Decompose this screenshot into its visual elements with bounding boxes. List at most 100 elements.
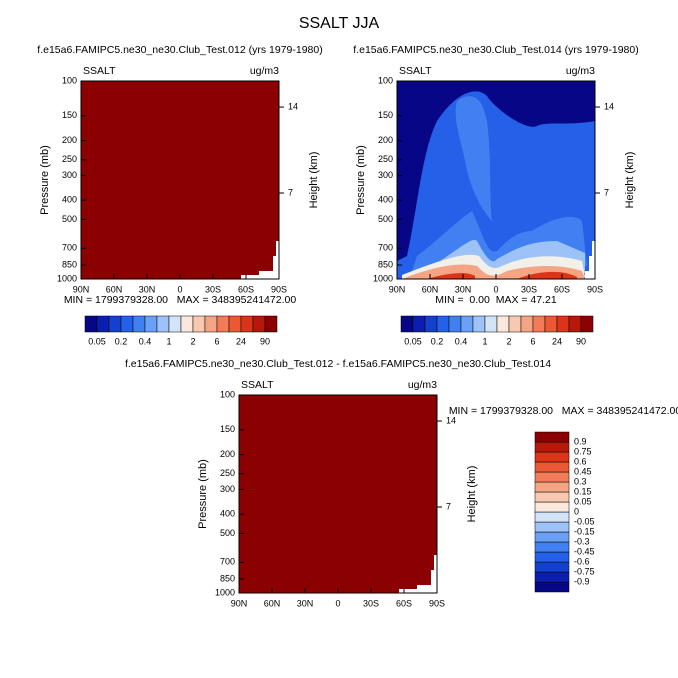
colorbar-box: [534, 521, 570, 533]
colorbar-box: [204, 315, 218, 333]
x-tick-label: 0: [493, 284, 498, 294]
figure-title: SSALT JJA: [299, 15, 380, 32]
y-tick-label: 200: [378, 135, 393, 145]
colorbar-label: -0.05: [574, 516, 595, 526]
x-tick-label: 30N: [297, 598, 314, 608]
y-tick-label: 700: [220, 557, 235, 567]
x-tick-label: 60N: [264, 598, 281, 608]
colorbar-label: 0.75: [574, 446, 592, 456]
y-tick-label: 850: [62, 259, 77, 269]
left-string: SSALT: [241, 379, 274, 391]
y-tick-label: 500: [62, 214, 77, 224]
colorbar-label: 90: [260, 336, 270, 346]
colorbar-label: 0.9: [574, 436, 587, 446]
field-fill: [427, 271, 577, 279]
y-tick-label: 200: [220, 449, 235, 459]
left-string: SSALT: [399, 65, 432, 77]
panel-title: f.e15a6.FAMIPC5.ne30_ne30.Club_Test.012 …: [125, 358, 551, 370]
colorbar-label: 24: [552, 336, 562, 346]
y2-tick-label: 14: [288, 101, 298, 111]
colorbar-label: -0.9: [574, 576, 590, 586]
y-axis-label: Pressure (mb): [39, 145, 51, 215]
colorbar-box: [240, 315, 254, 333]
colorbar-box: [460, 315, 474, 333]
x-tick-label: 90S: [429, 598, 445, 608]
colorbar-box: [534, 531, 570, 543]
y-tick-label: 1000: [57, 273, 77, 283]
colorbar-label: 0.2: [431, 336, 444, 346]
colorbar-box: [132, 315, 146, 333]
y2-tick-label: 7: [288, 187, 293, 197]
colorbar-box: [534, 581, 570, 593]
colorbar-box: [534, 481, 570, 493]
colorbar-label: 6: [530, 336, 535, 346]
y-axis-label: Pressure (mb): [197, 459, 209, 529]
y-tick-label: 400: [220, 509, 235, 519]
colorbar-label: 24: [236, 336, 246, 346]
y-tick-label: 250: [378, 154, 393, 164]
x-tick-label: 30S: [363, 598, 379, 608]
colorbar-box: [556, 315, 570, 333]
colorbar-box: [544, 315, 558, 333]
x-tick-label: 60S: [238, 284, 254, 294]
colorbar-box: [534, 561, 570, 573]
colorbar-label: -0.15: [574, 526, 595, 536]
colorbar-box: [534, 511, 570, 523]
colorbar-label: 0.2: [115, 336, 128, 346]
y-tick-label: 200: [62, 135, 77, 145]
min-max-stats: MIN = 1799379328.00 MAX = 348395241472.0…: [64, 294, 297, 306]
colorbar-box: [580, 315, 594, 333]
right-string: ug/m3: [250, 65, 279, 77]
right-string: ug/m3: [408, 379, 437, 391]
y-tick-label: 700: [378, 243, 393, 253]
y2-tick-label: 14: [446, 415, 456, 425]
colorbar-box: [120, 315, 134, 333]
missing-region: [585, 241, 595, 279]
colorbar-box: [568, 315, 582, 333]
colorbar-box: [534, 491, 570, 503]
colorbar-label: 0.3: [574, 476, 587, 486]
y-tick-label: 700: [62, 243, 77, 253]
colorbar-box: [534, 551, 570, 563]
colorbar-label: 2: [506, 336, 511, 346]
colorbar-box: [484, 315, 498, 333]
x-tick-label: 60S: [554, 284, 570, 294]
colorbar-box: [534, 441, 570, 453]
colorbar-box: [252, 315, 266, 333]
colorbar-label: -0.3: [574, 536, 590, 546]
y2-tick-label: 14: [604, 101, 614, 111]
y-tick-label: 300: [220, 484, 235, 494]
colorbar-label: 0: [574, 506, 579, 516]
y-tick-label: 250: [220, 468, 235, 478]
colorbar-box: [472, 315, 486, 333]
y-tick-label: 100: [62, 75, 77, 85]
min-max-stats: MIN = 0.00 MAX = 47.21: [435, 294, 557, 306]
right-string: ug/m3: [566, 65, 595, 77]
missing-region: [399, 555, 437, 593]
x-tick-label: 90N: [389, 284, 406, 294]
y-tick-label: 400: [378, 195, 393, 205]
colorbar-box: [84, 315, 98, 333]
y-tick-label: 300: [378, 170, 393, 180]
min-max-stats: MIN = 1799379328.00 MAX = 348395241472.0…: [449, 405, 678, 417]
y-tick-label: 300: [62, 170, 77, 180]
y2-axis-label: Height (km): [308, 152, 320, 209]
colorbar-box: [534, 501, 570, 513]
colorbar-label: 0.4: [139, 336, 152, 346]
panel-title: f.e15a6.FAMIPC5.ne30_ne30.Club_Test.012 …: [37, 44, 322, 56]
colorbar-box: [412, 315, 426, 333]
left-string: SSALT: [83, 65, 116, 77]
colorbar-box: [534, 431, 570, 443]
y-tick-label: 100: [220, 389, 235, 399]
y2-tick-label: 7: [446, 501, 451, 511]
colorbar-box: [534, 461, 570, 473]
colorbar-label: 2: [190, 336, 195, 346]
colorbar-label: 0.05: [574, 496, 592, 506]
y-tick-label: 100: [378, 75, 393, 85]
y-axis-label: Pressure (mb): [355, 145, 367, 215]
contour-field: [81, 81, 279, 279]
colorbar-label: 1: [166, 336, 171, 346]
colorbar-label: 1: [482, 336, 487, 346]
colorbar-label: 90: [576, 336, 586, 346]
